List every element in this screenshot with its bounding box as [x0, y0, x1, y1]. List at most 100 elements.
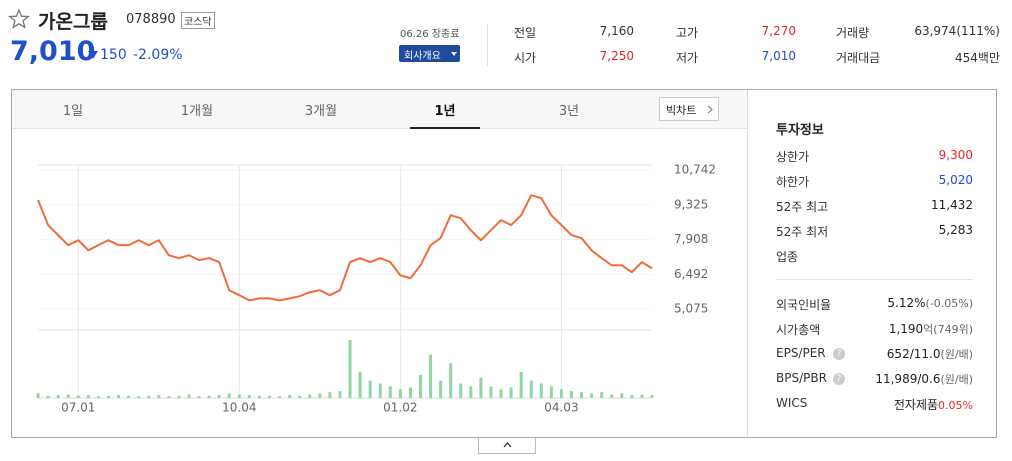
info-extra: (-0.05%) — [925, 297, 974, 310]
volume-bar — [106, 395, 110, 398]
volume-bar — [489, 386, 493, 398]
volume-bar — [358, 371, 362, 398]
x-tick-label: 07.01 — [61, 401, 95, 415]
tab[interactable]: 3년 — [558, 104, 580, 119]
info-value-group: 5.12%(-0.05%) — [887, 296, 973, 310]
info-label: BPS/PBR — [776, 371, 827, 385]
info-value-group: 11,432 — [931, 198, 973, 212]
volume-bar — [630, 395, 634, 398]
favorite-star[interactable] — [8, 8, 30, 30]
volume-bar — [227, 393, 231, 398]
market-status: 06.26 장종료 — [400, 29, 460, 40]
info-extra: 0.05% — [938, 399, 973, 412]
quote-value: 7,010 — [761, 49, 796, 63]
tab-bar — [12, 90, 747, 129]
info-value-group: 1,190억(749위) — [889, 321, 973, 337]
volume-bar — [398, 389, 402, 398]
info-value: 9,300 — [938, 148, 973, 162]
info-label: 상한가 — [776, 150, 810, 164]
info-value: 652/11.0 — [886, 347, 941, 361]
tab[interactable]: 1일 — [62, 104, 84, 119]
info-extra: 억(749위) — [923, 323, 973, 336]
volume-bar — [529, 380, 533, 398]
stock-code: 078890 — [126, 12, 176, 27]
volume-bar — [580, 392, 584, 398]
volume-bar — [408, 387, 412, 398]
change-rate: -2.09% — [133, 47, 183, 63]
volume-bar — [610, 394, 614, 398]
info-label: 하한가 — [776, 175, 810, 189]
x-tick-label: 04.03 — [544, 401, 578, 415]
info-label: 시가총액 — [776, 323, 821, 337]
info-value: 5.12% — [887, 296, 926, 310]
bigchart-button[interactable]: 빅차트 — [659, 97, 719, 121]
volume-bar — [539, 383, 543, 398]
volume-bar — [328, 392, 332, 398]
y-tick-label: 5,075 — [674, 302, 708, 316]
volume-bar — [569, 391, 573, 398]
volume-bar — [127, 395, 131, 398]
volume-bar — [187, 394, 191, 398]
bigchart-label: 빅차트 — [666, 104, 697, 117]
info-value-group: 9,300 — [939, 148, 973, 162]
volume-bar — [559, 389, 563, 398]
info-label: EPS/PER — [776, 346, 826, 360]
volume-bar — [308, 394, 312, 398]
volume-bar — [247, 395, 251, 398]
volume-bar — [86, 395, 90, 398]
volume-bar — [519, 371, 523, 398]
company-button-label: 회사개요 — [404, 51, 441, 62]
quote-value: 7,250 — [599, 49, 634, 63]
info-value: 전자제품 — [893, 398, 939, 412]
y-tick-label: 6,492 — [674, 267, 708, 281]
info-extra: (원/배) — [940, 373, 973, 386]
volume-bar — [590, 393, 594, 398]
help-icon[interactable]: ? — [833, 373, 845, 385]
volume-bar — [56, 395, 60, 398]
dropdown-icon — [451, 52, 457, 56]
volume-bar — [549, 386, 553, 398]
info-divider — [776, 279, 973, 280]
quote-label: 저가 — [676, 51, 699, 65]
info-value-group: 5,020 — [939, 173, 973, 187]
price-change: 150 — [100, 47, 127, 63]
volume-bar — [76, 395, 80, 398]
volume-bar — [469, 386, 473, 398]
chart-box — [11, 89, 997, 438]
volume-bar — [268, 395, 272, 398]
market-badge: 코스닥 — [181, 12, 215, 29]
volume-bar — [338, 391, 342, 398]
volume-bar — [378, 383, 382, 398]
y-tick-label: 10,742 — [674, 163, 716, 177]
help-icon[interactable]: ? — [833, 348, 845, 360]
volume-bar — [66, 394, 70, 398]
volume-bar — [318, 393, 322, 398]
info-value-group: 전자제품0.05% — [894, 396, 973, 413]
tab[interactable]: 3개월 — [304, 104, 338, 119]
collapse-button[interactable] — [478, 438, 536, 454]
info-value: 11,432 — [931, 198, 973, 212]
volume-bar — [418, 374, 422, 398]
company-button[interactable]: 회사개요 — [399, 45, 460, 62]
volume-bar — [217, 395, 221, 398]
volume-bar — [257, 395, 261, 398]
volume-bar — [479, 377, 483, 398]
quote-value: 7,160 — [599, 24, 634, 38]
chart: 10,742 9,325 7,908 6,492 5,075 07.01 10.04 01.0… — [36, 163, 716, 415]
y-tick-label: 7,908 — [674, 232, 708, 246]
volume-bar — [650, 395, 654, 398]
volume-bar — [288, 395, 292, 398]
tab[interactable]: 1개월 — [180, 104, 214, 119]
volume-bar — [640, 394, 644, 398]
volume-bar — [600, 392, 604, 398]
volume-bar — [207, 395, 211, 398]
quote-value: 63,974(111%) — [914, 24, 1000, 38]
tab-underline — [410, 127, 480, 129]
current-price: 7,010 — [10, 36, 96, 67]
price-line — [37, 194, 653, 302]
info-value: 1,190 — [888, 322, 924, 336]
tab[interactable]: 1년 — [434, 104, 456, 119]
info-value: 5,283 — [938, 223, 973, 237]
volume-bar — [348, 340, 352, 398]
